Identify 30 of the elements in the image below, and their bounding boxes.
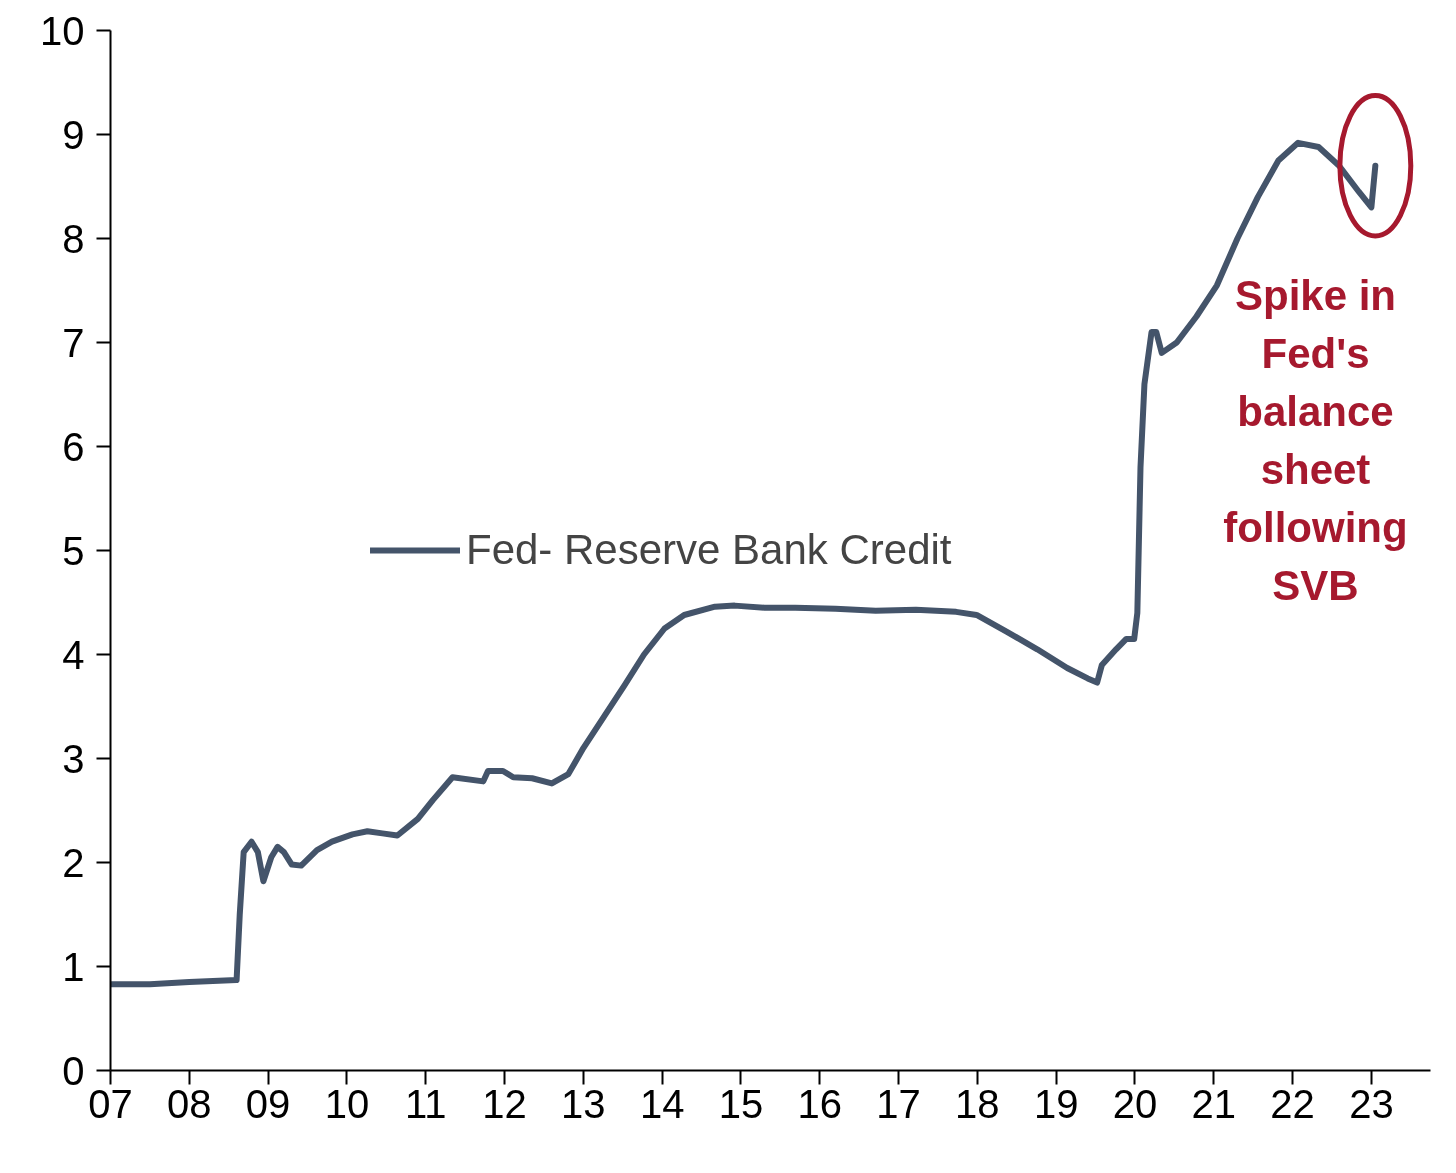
y-tick-label: 0 [62,1048,85,1093]
legend-label: Fed- Reserve Bank Credit [466,526,952,574]
annotation: Spike in Fed's balance sheet following SVB [1223,272,1408,609]
x-tick-label: 20 [1112,1081,1158,1126]
x-tick-label: 16 [797,1081,843,1126]
x-tick-label: 15 [718,1081,764,1126]
y-tick-label: 1 [62,944,85,989]
x-tick-label: 13 [561,1081,606,1126]
x-tick-label: 17 [876,1081,921,1126]
x-tick-label: 22 [1270,1081,1315,1126]
y-tick-label: 10 [40,8,85,53]
y-tick-label: 6 [62,424,85,469]
x-tick-label: 09 [245,1081,291,1126]
x-tick-label: 14 [639,1081,685,1126]
y-tick-label: 9 [62,112,85,157]
y-tick-label: 5 [62,528,85,573]
y-tick-label: 2 [62,840,85,885]
x-tick-label: 08 [167,1081,212,1126]
x-tick-label: 10 [324,1081,370,1126]
x-tick-label: 11 [404,1081,447,1126]
x-tick-label: 12 [482,1081,527,1126]
x-tick-label: 19 [1033,1081,1079,1126]
y-tick-label: 8 [62,216,85,261]
x-tick-label: 07 [88,1081,133,1126]
y-tick-label: 4 [62,632,85,677]
x-tick-label: 21 [1191,1081,1237,1126]
x-tick-label: 23 [1349,1081,1394,1126]
y-tick-label: 7 [62,320,85,365]
x-tick-label: 18 [955,1081,1000,1126]
y-tick-label: 3 [62,736,85,781]
